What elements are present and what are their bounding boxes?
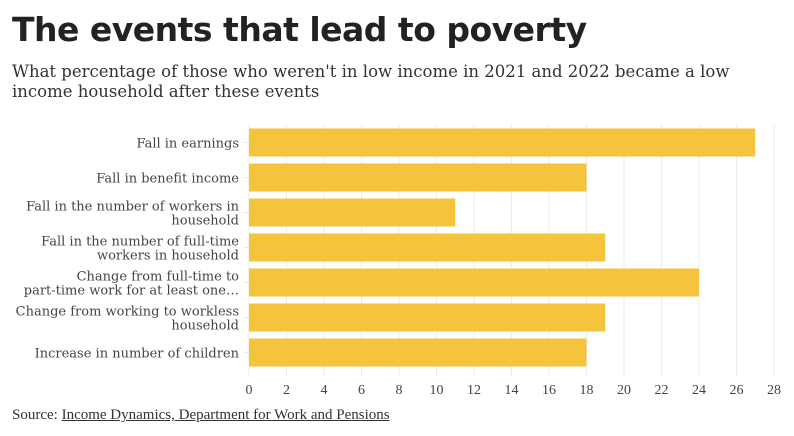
x-tick-label: 14 [505, 383, 519, 398]
bar [249, 163, 587, 192]
y-category-label-line: Fall in the number of workers in [26, 200, 240, 215]
x-tick-label: 16 [542, 383, 556, 398]
y-category-label-line: household [171, 319, 239, 334]
chart-subtitle: What percentage of those who weren't in … [12, 62, 730, 101]
y-category-label-line: Fall in the number of full-time [41, 235, 239, 250]
x-tick-label: 12 [467, 383, 481, 398]
x-tick-label: 8 [396, 383, 403, 398]
source-note: Source: Income Dynamics, Department for … [12, 407, 390, 424]
bar [249, 338, 587, 367]
x-tick-label: 20 [617, 383, 631, 398]
x-tick-label: 22 [655, 383, 669, 398]
y-category-label: Change from full-time to part-time work f… [24, 270, 239, 299]
y-category-label-line: workers in household [97, 249, 239, 264]
bar [249, 128, 756, 157]
x-tick-label: 6 [358, 383, 365, 398]
x-tick-label: 2 [283, 383, 290, 398]
x-tick-label: 28 [767, 383, 781, 398]
y-category-label: Fall in earnings [136, 137, 239, 152]
y-category-label-line: household [171, 214, 239, 229]
x-tick-label: 10 [430, 383, 444, 398]
y-category-label-line: Fall in earnings [136, 137, 239, 152]
bar [249, 303, 606, 332]
y-category-label-line: Change from full-time to [77, 270, 240, 285]
source-label: Source: [12, 407, 58, 423]
y-category-label: Change from working to workless household [16, 305, 239, 334]
y-category-label-line: part-time work for at least one… [24, 284, 239, 299]
y-category-label: Increase in number of children [35, 347, 240, 362]
y-category-label: Fall in the number of workers in househol… [26, 200, 240, 229]
bar [249, 268, 699, 297]
x-tick-label: 18 [580, 383, 594, 398]
y-category-label: Fall in the number of full-time workers i… [41, 235, 239, 264]
y-category-label-line: Change from working to workless [16, 305, 239, 320]
y-category-label-line: Increase in number of children [35, 347, 240, 362]
x-tick-label: 24 [692, 383, 706, 398]
y-category-label-line: Fall in benefit income [96, 172, 239, 187]
source-link[interactable]: Income Dynamics, Department for Work and… [61, 407, 390, 423]
x-tick-label: 4 [321, 383, 328, 398]
bar [249, 233, 606, 262]
x-tick-label: 0 [246, 383, 253, 398]
bar [249, 198, 456, 227]
y-category-label: Fall in benefit income [96, 172, 239, 187]
chart-title: The events that lead to poverty [12, 10, 587, 49]
x-tick-label: 26 [730, 383, 744, 398]
